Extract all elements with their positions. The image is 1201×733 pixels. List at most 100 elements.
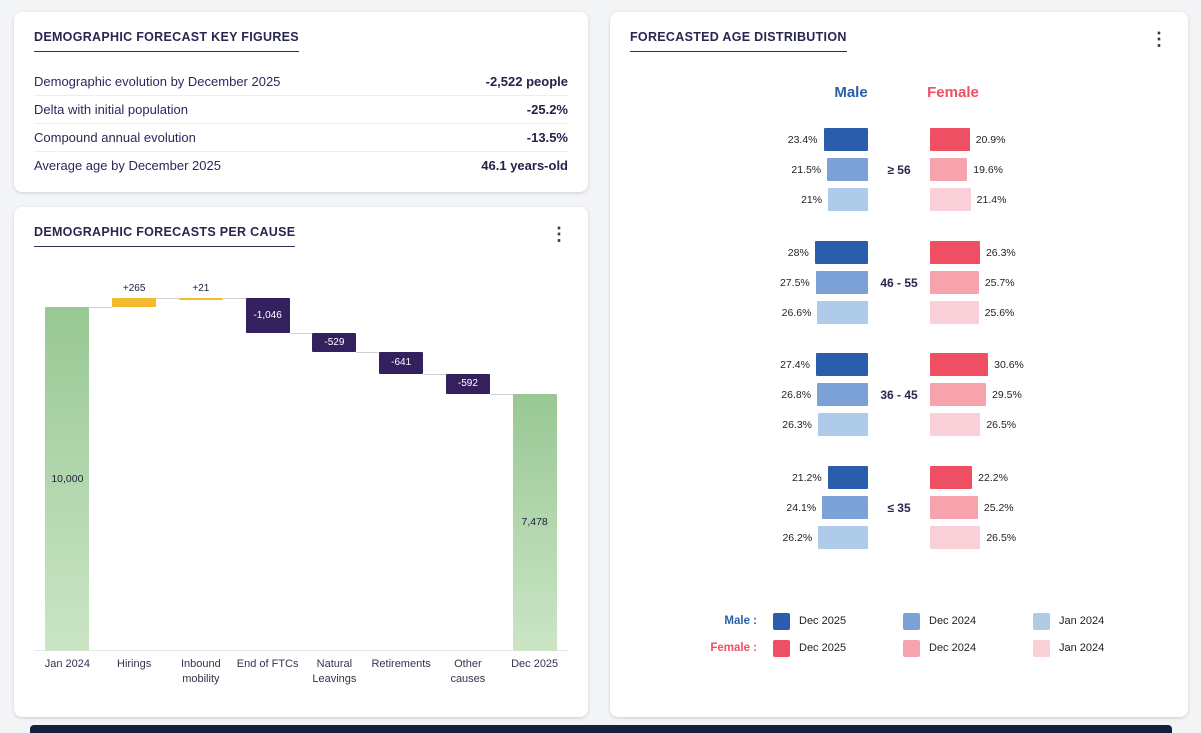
female-bar-value: 26.5%	[986, 418, 1017, 431]
legend-item-female-dec-2025[interactable]: Dec 2025	[773, 639, 887, 657]
legend-row-female: Female : Dec 2025 Dec 2024 Jan 2024	[610, 637, 1188, 659]
male-bar-value: 27.5%	[779, 276, 810, 289]
female-bar-value: 26.3%	[985, 246, 1016, 259]
waterfall-x-label: Inbound mobility	[180, 658, 221, 685]
key-figure-row: Average age by December 2025 46.1 years-o…	[34, 152, 568, 179]
female-bar-dec-2024-group1[interactable]	[930, 271, 979, 294]
waterfall-connector	[356, 351, 380, 353]
female-bar-dec-2024-group0[interactable]	[930, 158, 968, 181]
male-bar-value: 26.6%	[781, 306, 812, 319]
waterfall-title: DEMOGRAPHIC FORECASTS PER CAUSE	[34, 225, 296, 247]
female-bar-value: 25.2%	[983, 501, 1014, 514]
waterfall-bar-5[interactable]	[379, 351, 424, 374]
female-bar-dec-2024-group3[interactable]	[930, 496, 978, 519]
waterfall-bar-4[interactable]	[312, 333, 357, 352]
male-bar-dec-2025-group1[interactable]	[814, 241, 868, 264]
waterfall-connector	[89, 307, 113, 309]
male-bar-dec-2024-group0[interactable]	[827, 158, 868, 181]
waterfall-bar-1[interactable]	[112, 298, 157, 308]
female-bar-dec-2025-group1[interactable]	[930, 241, 980, 264]
key-figure-label: Delta with initial population	[34, 102, 188, 117]
legend-item-male-dec-2025[interactable]: Dec 2025	[773, 612, 887, 630]
waterfall-connector	[222, 297, 246, 299]
male-bar-value: 26.3%	[782, 418, 813, 431]
legend-item-label: Dec 2024	[929, 615, 977, 627]
male-bar-value: 21.5%	[791, 163, 822, 176]
key-figure-label: Demographic evolution by December 2025	[34, 74, 281, 89]
male-bar-jan-2024-group0[interactable]	[828, 188, 868, 211]
waterfall-bar-label: 10,000	[51, 472, 84, 485]
waterfall-x-axis: Jan 2024 Hirings Inbound mobility End of FT…	[34, 657, 568, 701]
age-group-label: 46 - 55	[880, 275, 918, 290]
waterfall-x-label: Hirings	[117, 658, 152, 670]
male-bar-jan-2024-group1[interactable]	[817, 301, 868, 324]
waterfall-bar-3[interactable]	[245, 297, 290, 334]
legend-swatch	[903, 639, 920, 657]
female-bar-value: 25.7%	[984, 276, 1015, 289]
key-figures-header: DEMOGRAPHIC FORECAST KEY FIGURES	[14, 12, 588, 52]
waterfall-bar-6[interactable]	[445, 373, 490, 394]
male-bar-value: 24.1%	[786, 501, 817, 514]
male-bar-value: 26.8%	[781, 388, 812, 401]
key-figure-value: -25.2%	[526, 102, 568, 117]
waterfall-connector	[489, 394, 513, 396]
legend-item-male-dec-2024[interactable]: Dec 2024	[903, 612, 1017, 630]
legend-swatch	[773, 612, 790, 630]
female-bar-jan-2024-group0[interactable]	[930, 188, 971, 211]
legend-item-female-jan-2024[interactable]: Jan 2024	[1033, 639, 1147, 657]
male-bar-dec-2024-group1[interactable]	[815, 271, 868, 294]
waterfall-bar-0[interactable]	[45, 307, 90, 651]
legend-item-label: Jan 2024	[1059, 615, 1105, 627]
male-bar-jan-2024-group3[interactable]	[818, 526, 868, 549]
waterfall-plot: 10,000 +265 +21 -1,046 -529 -641 -592 7,478	[34, 273, 568, 651]
key-figure-row: Delta with initial population -25.2%	[34, 96, 568, 124]
male-bar-dec-2024-group2[interactable]	[817, 383, 868, 406]
male-bar-value: 21%	[801, 193, 823, 206]
female-bar-dec-2025-group3[interactable]	[930, 466, 973, 489]
waterfall-connector	[289, 333, 313, 335]
age-header: FORECASTED AGE DISTRIBUTION ⋮	[610, 12, 1188, 52]
female-bar-dec-2025-group0[interactable]	[930, 128, 970, 151]
female-bar-jan-2024-group3[interactable]	[930, 526, 981, 549]
male-bar-dec-2024-group3[interactable]	[822, 496, 868, 519]
legend-item-female-dec-2024[interactable]: Dec 2024	[903, 639, 1017, 657]
key-figure-row: Compound annual evolution -13.5%	[34, 124, 568, 152]
waterfall-bar-7[interactable]	[512, 394, 557, 651]
age-group-label: 36 - 45	[880, 387, 918, 402]
age-distribution-card: FORECASTED AGE DISTRIBUTION ⋮ Male Femal…	[610, 12, 1188, 717]
female-bar-jan-2024-group2[interactable]	[930, 413, 981, 436]
male-bar-dec-2025-group0[interactable]	[823, 128, 868, 151]
legend-male-label: Male :	[724, 615, 757, 627]
female-bar-value: 25.6%	[984, 306, 1015, 319]
waterfall-x-label: Retirements	[371, 658, 431, 670]
female-bar-dec-2025-group2[interactable]	[930, 353, 989, 376]
male-bar-dec-2025-group2[interactable]	[815, 353, 868, 376]
male-bar-dec-2025-group3[interactable]	[827, 466, 868, 489]
legend-item-label: Dec 2024	[929, 642, 977, 654]
female-bar-dec-2024-group2[interactable]	[930, 383, 987, 406]
waterfall-bar-label: -592	[457, 378, 478, 390]
male-bar-jan-2024-group2[interactable]	[818, 413, 868, 436]
male-bar-value: 21.2%	[791, 471, 822, 484]
age-group-label: ≥ 56	[887, 162, 911, 177]
female-bar-value: 26.5%	[986, 531, 1017, 544]
kebab-menu-icon[interactable]: ⋮	[1150, 29, 1168, 49]
waterfall-bar-2[interactable]	[178, 297, 223, 300]
male-column-header: Male	[834, 84, 868, 101]
key-figures-title: DEMOGRAPHIC FORECAST KEY FIGURES	[34, 30, 299, 52]
female-bar-jan-2024-group1[interactable]	[930, 301, 979, 324]
female-bar-value: 21.4%	[976, 193, 1007, 206]
waterfall-bar-label: +265	[122, 283, 146, 295]
female-column-header: Female	[927, 84, 979, 101]
legend-item-male-jan-2024[interactable]: Jan 2024	[1033, 612, 1147, 630]
waterfall-header: DEMOGRAPHIC FORECASTS PER CAUSE ⋮	[14, 207, 588, 247]
kebab-menu-icon[interactable]: ⋮	[550, 224, 568, 244]
legend-item-label: Dec 2025	[799, 615, 847, 627]
key-figure-value: 46.1 years-old	[481, 158, 568, 173]
age-legend: Male : Dec 2025 Dec 2024 Jan 2024 Female…	[610, 610, 1188, 664]
waterfall-x-label: Dec 2025	[511, 658, 559, 670]
male-bar-value: 27.4%	[780, 358, 810, 371]
waterfall-bar-label: -641	[391, 357, 412, 369]
female-bar-value: 29.5%	[992, 388, 1022, 401]
